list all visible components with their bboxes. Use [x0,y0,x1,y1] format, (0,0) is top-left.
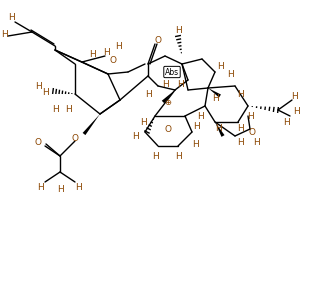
Polygon shape [215,122,225,137]
Text: H: H [1,30,7,39]
Text: H: H [175,151,181,160]
Text: H: H [35,82,41,91]
Text: H: H [103,47,109,57]
Text: H: H [65,105,71,114]
Text: H: H [193,122,199,131]
Text: H: H [162,80,168,89]
Text: H: H [52,105,58,114]
Text: H: H [283,118,289,126]
Text: H: H [217,62,223,70]
Text: O: O [71,133,78,143]
Text: H: H [253,137,259,147]
Text: ⊕: ⊕ [164,97,171,106]
Polygon shape [83,114,100,135]
Text: H: H [212,93,218,103]
Text: H: H [89,49,95,59]
Text: H: H [197,112,203,120]
Text: H: H [8,12,15,22]
Text: H: H [215,124,221,133]
Text: O: O [164,124,171,133]
Text: H: H [237,89,243,99]
Text: H: H [192,139,198,149]
Text: O: O [109,55,116,64]
Polygon shape [208,88,221,97]
Polygon shape [162,90,175,103]
Text: H: H [177,80,183,89]
Text: H: H [237,124,243,133]
Text: Abs: Abs [165,68,179,76]
Text: H: H [132,131,138,141]
Text: H: H [145,89,151,99]
Text: H: H [237,137,243,147]
Text: H: H [226,70,233,78]
Text: H: H [57,185,63,193]
Text: H: H [75,183,81,191]
Text: H: H [293,106,299,116]
Text: O: O [248,128,256,137]
Text: O: O [154,36,162,45]
Text: O: O [35,137,41,147]
Text: H: H [175,26,181,34]
Text: H: H [292,91,298,101]
Text: H: H [247,112,253,120]
Text: H: H [42,87,49,97]
Text: H: H [37,183,43,191]
Text: H: H [152,151,159,160]
Text: H: H [140,118,146,126]
Text: H: H [115,41,121,51]
